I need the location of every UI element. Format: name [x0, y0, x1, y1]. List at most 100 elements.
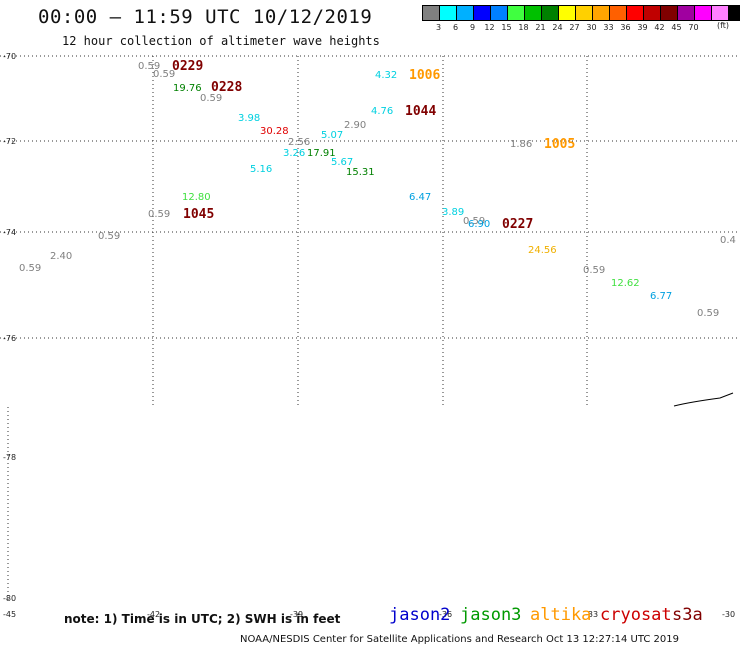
- wave-height-value: 5.67: [331, 157, 353, 168]
- legend-swatch: [627, 6, 644, 20]
- legend-swatch: [729, 6, 740, 20]
- legend-swatch: [678, 6, 695, 20]
- satellite-jason3: jason3: [460, 605, 522, 625]
- lon-labels: -42 -39 -36 -33 -30: [147, 610, 735, 619]
- wave-height-value: 0.59: [98, 231, 120, 242]
- wave-height-value: 12.80: [182, 192, 211, 203]
- legend-label: 21: [535, 23, 546, 32]
- pass-time-label: 1045: [183, 207, 214, 222]
- map-grid: [0, 55, 740, 600]
- wave-height-value: 0.59: [138, 61, 160, 72]
- legend-swatch: [474, 6, 491, 20]
- legend-swatch: [457, 6, 474, 20]
- legend-swatch: [423, 6, 440, 20]
- pass-time-labels: 0229 0228 1006 1044 1005 1045 0227: [172, 59, 575, 232]
- legend-swatch: [440, 6, 457, 20]
- wave-height-value: 19.76: [173, 83, 202, 94]
- lat-labels: -70 -72 -74 -76 -78 -80 -45: [3, 52, 16, 619]
- legend-swatch: [542, 6, 559, 20]
- satellite-jason2: jason2: [389, 605, 451, 625]
- wave-height-value: 3.26: [283, 148, 305, 159]
- lat-label: -72: [3, 137, 16, 146]
- legend-swatch: [712, 6, 729, 20]
- legend-swatch: [695, 6, 712, 20]
- legend-label: 45: [671, 23, 682, 32]
- legend-swatch: [644, 6, 661, 20]
- lat-label: -74: [3, 228, 16, 237]
- pass-time-label: 0229: [172, 59, 203, 74]
- color-legend: 3 6 9 12 15 18 21 24 27 30 33 36 39 42 45 70: [422, 5, 740, 33]
- wave-height-value: 0.59: [697, 308, 719, 319]
- wave-height-value: 2.40: [50, 251, 72, 262]
- lat-label: -78: [3, 453, 16, 462]
- wave-height-value: 3.89: [442, 207, 464, 218]
- legend-label: 3: [435, 23, 442, 32]
- wave-height-value: 4.76: [371, 106, 393, 117]
- lat-label: -45: [3, 610, 16, 619]
- pass-time-label: 1006: [409, 68, 440, 83]
- legend-swatch: [559, 6, 576, 20]
- lat-label: -80: [3, 594, 16, 603]
- legend-label: 33: [603, 23, 614, 32]
- wave-height-value: 4.32: [375, 70, 397, 81]
- wave-height-value: 3.98: [238, 113, 260, 124]
- wave-height-value: 2.90: [344, 120, 366, 131]
- footer-credit: NOAA/NESDIS Center for Satellite Applica…: [240, 634, 679, 645]
- legend-swatch: [525, 6, 542, 20]
- wave-height-value: 6.90: [468, 219, 490, 230]
- wave-height-value: 2.56: [288, 137, 310, 148]
- legend-label: 42: [654, 23, 665, 32]
- legend-unit: (ft): [717, 21, 730, 30]
- wave-height-value: 5.16: [250, 164, 272, 175]
- lat-label: -76: [3, 334, 16, 343]
- footer-note: note: 1) Time is in UTC; 2) SWH is in fe…: [64, 612, 341, 626]
- legend-swatch: [491, 6, 508, 20]
- legend-label: 24: [552, 23, 563, 32]
- legend-label: 30: [586, 23, 597, 32]
- coastline-segment: [673, 392, 734, 407]
- satellite-altika: altika: [530, 605, 592, 625]
- wave-height-value: 0.59: [153, 69, 175, 80]
- wave-height-value: 6.47: [409, 192, 431, 203]
- legend-label: 9: [469, 23, 476, 32]
- legend-label: 18: [518, 23, 529, 32]
- wave-height-value: 0.59: [200, 93, 222, 104]
- legend-swatch: [508, 6, 525, 20]
- lon-label: -39: [290, 610, 303, 619]
- legend-swatch: [661, 6, 678, 20]
- wave-height-value: 0.59: [463, 216, 485, 227]
- pass-time-label: 0228: [211, 80, 242, 95]
- legend-color-scale: [422, 5, 740, 21]
- legend-label: 6: [452, 23, 459, 32]
- wave-height-value: 1.86: [510, 139, 532, 150]
- wave-height-value: 6.77: [650, 291, 672, 302]
- lon-label: -30: [722, 610, 735, 619]
- legend-label: 27: [569, 23, 580, 32]
- wave-height-value: 0.59: [148, 209, 170, 220]
- legend-swatch: [610, 6, 627, 20]
- pass-time-label: 0227: [502, 217, 533, 232]
- map-title: 00:00 – 11:59 UTC 10/12/2019: [38, 6, 373, 28]
- legend-label: 70: [688, 23, 699, 32]
- wave-height-value: 15.31: [346, 167, 375, 178]
- legend-labels: 3 6 9 12 15 18 21 24 27 30 33 36 39 42 45 70: [422, 21, 732, 33]
- legend-swatch: [593, 6, 610, 20]
- lon-label: -36: [439, 610, 452, 619]
- lat-label: -70: [3, 52, 16, 61]
- wave-height-value: 5.07: [321, 130, 343, 141]
- legend-swatch: [576, 6, 593, 20]
- wave-height-value: 0.4: [720, 235, 736, 246]
- legend-label: 36: [620, 23, 631, 32]
- pass-time-label: 1005: [544, 137, 575, 152]
- wave-height-value: 24.56: [528, 245, 557, 256]
- satellite-s3a: s3a: [672, 605, 703, 625]
- wave-height-value: 17.91: [307, 148, 336, 159]
- wave-height-value: 0.59: [583, 265, 605, 276]
- lon-label: -33: [585, 610, 598, 619]
- map-subtitle: 12 hour collection of altimeter wave hei…: [62, 34, 380, 48]
- satellite-cryosat: cryosat: [600, 605, 672, 625]
- legend-label: 39: [637, 23, 648, 32]
- wave-height-value: 0.59: [19, 263, 41, 274]
